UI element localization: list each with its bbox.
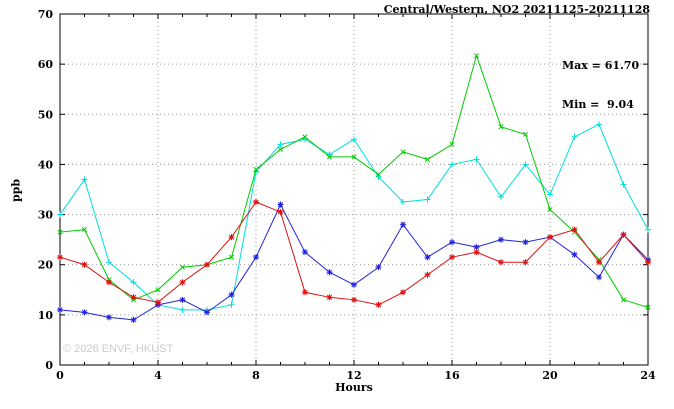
max-annotation: Max = 61.70 — [562, 59, 640, 72]
watermark: © 2026 ENVF, HKUST — [63, 343, 174, 355]
x-tick-label: 20 — [542, 369, 558, 382]
y-axis-label: ppb — [9, 178, 23, 203]
chart-title: Central/Western, NO2 20211125-20211128 — [383, 3, 650, 16]
x-tick-label: 16 — [444, 369, 460, 382]
y-tick-label: 60 — [38, 58, 54, 71]
x-tick-label: 0 — [56, 369, 64, 382]
x-tick-label: 24 — [640, 369, 656, 382]
y-tick-label: 70 — [38, 8, 54, 21]
maxmin-annotation: Max = 61.70 Min = 9.04 — [562, 33, 639, 137]
series-line-red — [59, 201, 649, 306]
min-annotation: Min = 9.04 — [562, 98, 634, 111]
series-markers-red — [57, 199, 651, 308]
y-tick-label: 20 — [38, 259, 54, 272]
y-tick-label: 40 — [38, 158, 54, 171]
series-markers-blue — [57, 201, 651, 323]
x-tick-label: 12 — [346, 369, 361, 382]
y-tick-label: 30 — [38, 209, 54, 222]
y-tick-label: 50 — [38, 108, 54, 121]
x-tick-label: 8 — [252, 369, 260, 382]
x-tick-label: 4 — [154, 369, 162, 382]
series-line-green — [59, 53, 649, 308]
y-tick-label: 10 — [38, 309, 54, 322]
y-tick-label: 0 — [45, 359, 53, 372]
x-axis-label: Hours — [335, 381, 373, 394]
